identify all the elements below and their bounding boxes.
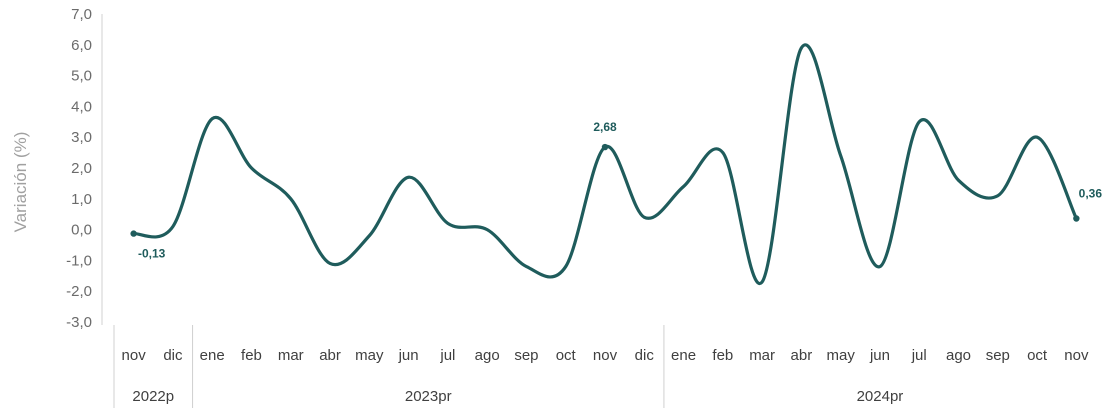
x-tick-label: nov [122,347,147,364]
data-label: 0,36 [1079,187,1103,201]
x-tick-label: ene [671,347,696,364]
data-label: -0,13 [138,247,166,261]
x-tick-label: mar [749,347,775,364]
x-tick-label: jul [439,347,455,364]
y-tick-label: -3,0 [66,314,92,331]
x-tick-label: jun [869,347,890,364]
year-group-label: 2024pr [857,388,904,405]
x-tick-label: ene [200,347,225,364]
x-tick-label: feb [712,347,733,364]
x-tick-label: abr [319,347,341,364]
y-tick-label: -2,0 [66,283,92,300]
x-tick-label: dic [163,347,183,364]
data-point [1073,215,1080,222]
year-groups: 2022p 2023pr 2024pr [132,325,903,408]
y-tick-label: 4,0 [71,98,92,115]
y-tick-label: 2,0 [71,160,92,177]
x-tick-label: ago [475,347,500,364]
data-labels: -0,13 2,68 0,36 [138,120,1102,261]
x-tick-label: nov [1064,347,1089,364]
x-tick-label: feb [241,347,262,364]
data-points [130,143,1080,237]
y-tick-label: 7,0 [71,6,92,23]
data-label: 2,68 [593,120,617,134]
x-tick-label: abr [791,347,813,364]
x-tick-label: ago [946,347,971,364]
y-tick-label: 0,0 [71,222,92,239]
x-tick-label: may [355,347,384,364]
year-group-label: 2022p [132,388,174,405]
chart-axes [101,14,115,408]
x-tick-label: oct [1027,347,1048,364]
x-tick-label: nov [593,347,618,364]
data-point [601,143,609,151]
x-tick-label: sep [514,347,538,364]
y-axis-ticks: 7,0 6,0 5,0 4,0 3,0 2,0 1,0 0,0 -1,0 -2,0 -3,0 [66,6,92,331]
data-point [130,230,137,237]
series-line-layer [132,43,1078,286]
series-line [132,43,1078,286]
y-tick-label: 1,0 [71,191,92,208]
x-tick-label: sep [986,347,1010,364]
x-tick-label: jun [398,347,419,364]
year-group-label: 2023pr [405,388,452,405]
x-tick-label: mar [278,347,304,364]
y-axis-title: Variación (%) [11,132,30,233]
x-tick-label: jul [911,347,927,364]
x-tick-label: may [827,347,856,364]
x-axis-ticks: nov dic ene feb mar abr may jun jul ago sep oct nov d… [122,347,1089,364]
y-tick-label: -1,0 [66,252,92,269]
y-tick-label: 3,0 [71,129,92,146]
y-tick-label: 6,0 [71,37,92,54]
x-tick-label: oct [556,347,577,364]
y-tick-label: 5,0 [71,68,92,85]
x-tick-label: dic [635,347,655,364]
